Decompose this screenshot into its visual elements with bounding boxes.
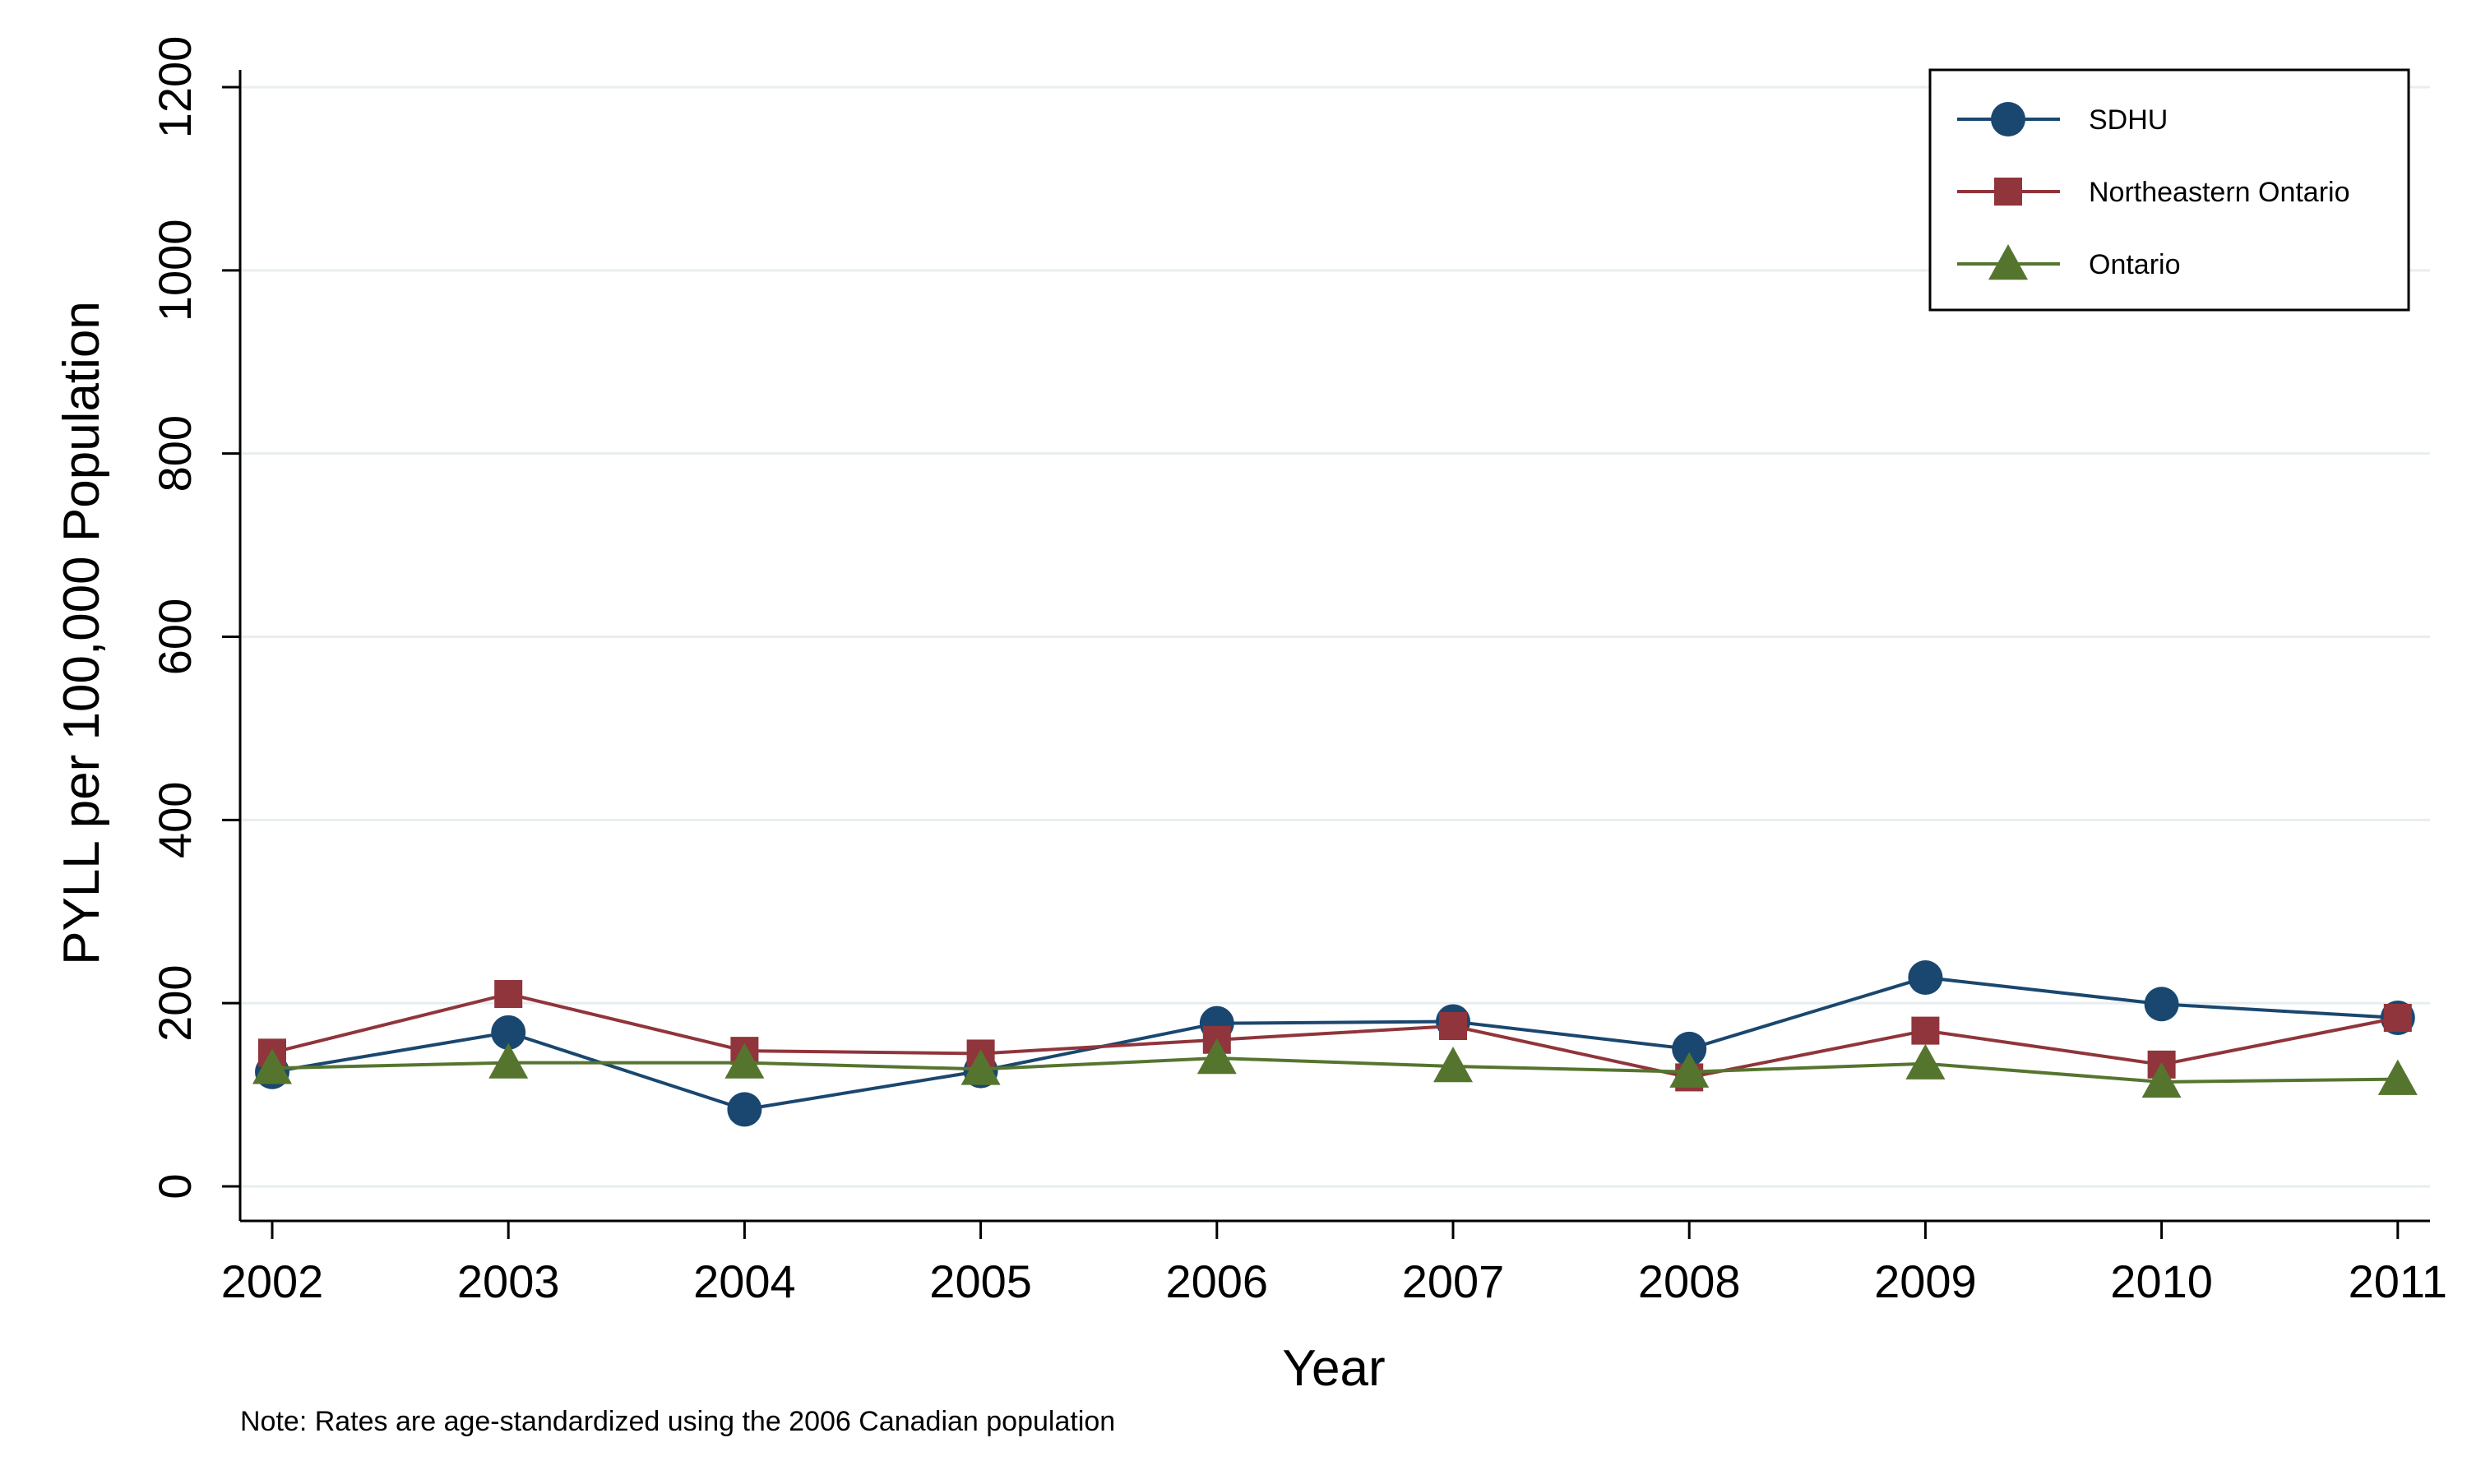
- data-point: [1911, 1016, 1940, 1045]
- series-group: [252, 959, 2418, 1127]
- data-point: [2141, 1061, 2182, 1098]
- data-point: [960, 1049, 1001, 1085]
- x-tick-label: 2003: [457, 1255, 560, 1307]
- legend-label: Ontario: [2089, 249, 2181, 280]
- data-point: [2383, 1003, 2412, 1032]
- data-point: [1669, 1052, 1710, 1088]
- series-square: [258, 980, 2412, 1092]
- y-tick-label: 800: [149, 415, 201, 492]
- x-tick-label: 2011: [2349, 1255, 2447, 1307]
- x-tick-label: 2007: [1402, 1255, 1505, 1307]
- series-line: [271, 992, 2399, 1079]
- y-axis-ticks: 0 200 400 600 800 1000 1200: [149, 36, 240, 1200]
- series-triangle: [252, 1038, 2418, 1098]
- y-tick-label: 1000: [149, 220, 201, 322]
- data-point: [488, 1042, 529, 1079]
- data-point: [1672, 1031, 1707, 1066]
- data-point: [724, 1042, 765, 1079]
- data-point: [2377, 1059, 2418, 1095]
- data-point: [2144, 987, 2179, 1022]
- x-axis-title: Year: [1282, 1340, 1385, 1397]
- data-point: [252, 1048, 292, 1084]
- y-tick-label: 600: [149, 599, 201, 675]
- data-point: [1439, 1012, 1467, 1041]
- y-tick-label: 400: [149, 782, 201, 858]
- legend-item: Northeastern Ontario: [1957, 177, 2350, 208]
- chart-note: Note: Rates are age-standardized using t…: [240, 1406, 1115, 1437]
- legend-item: Ontario: [1957, 244, 2181, 280]
- series-line: [271, 1056, 2398, 1084]
- legend-marker: [1994, 178, 2022, 206]
- y-axis-title: PYLL per 100,000 Population: [53, 301, 110, 965]
- legend-item: SDHU: [1957, 102, 2168, 136]
- legend: SDHU Northeastern Ontario Ontario: [1928, 68, 2410, 312]
- x-tick-label: 2008: [1638, 1255, 1741, 1307]
- data-point: [1433, 1047, 1473, 1083]
- legend-items: SDHU Northeastern Ontario Ontario: [1957, 102, 2350, 280]
- axes: [238, 70, 2430, 1223]
- data-point: [1905, 1043, 1946, 1079]
- x-tick-label: 2004: [693, 1255, 796, 1307]
- data-point: [491, 1015, 526, 1050]
- legend-marker: [1991, 102, 2025, 136]
- x-axis-ticks: 2002 2003 2004 2005 2006 2007 2008 2009 2010 2011: [221, 1221, 2447, 1307]
- data-point: [494, 980, 523, 1009]
- x-tick-label: 2006: [1166, 1255, 1269, 1307]
- legend-label: Northeastern Ontario: [2089, 177, 2350, 208]
- data-point: [727, 1092, 762, 1127]
- y-tick-label: 0: [149, 1173, 201, 1199]
- x-tick-label: 2005: [929, 1255, 1032, 1307]
- legend-label: SDHU: [2089, 104, 2168, 136]
- x-tick-label: 2009: [1874, 1255, 1977, 1307]
- legend-marker: [1988, 244, 2028, 280]
- x-tick-label: 2010: [2110, 1255, 2213, 1307]
- series-line: [271, 975, 2398, 1112]
- x-tick-label: 2002: [221, 1255, 324, 1307]
- y-tick-label: 1200: [149, 36, 201, 139]
- y-tick-label: 200: [149, 964, 201, 1041]
- data-point: [1196, 1038, 1237, 1075]
- data-point: [1908, 959, 1943, 995]
- series-circle: [255, 959, 2415, 1127]
- gridlines: [240, 86, 2430, 1188]
